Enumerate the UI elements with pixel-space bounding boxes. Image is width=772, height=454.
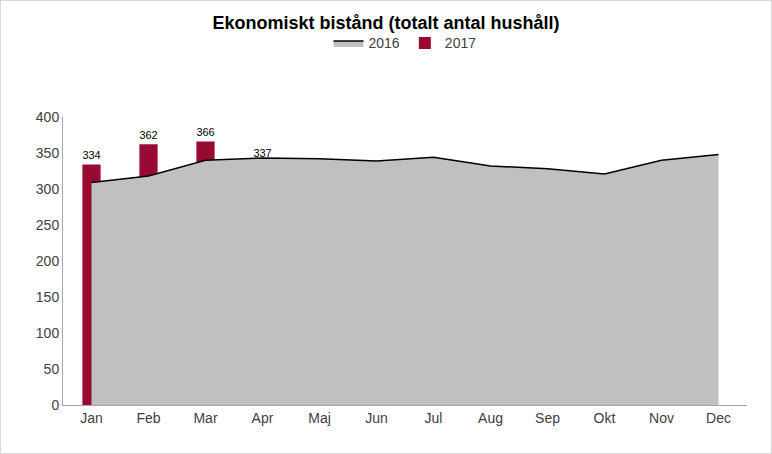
svg-text:Okt: Okt	[594, 410, 616, 426]
svg-text:Jan: Jan	[80, 410, 103, 426]
svg-text:Dec: Dec	[706, 410, 731, 426]
svg-text:Nov: Nov	[649, 410, 674, 426]
svg-text:362: 362	[139, 129, 157, 141]
svg-text:Feb: Feb	[136, 410, 160, 426]
svg-text:Ekonomiskt bistånd (totalt ant: Ekonomiskt bistånd (totalt antal hushåll…	[212, 13, 559, 33]
svg-text:Jun: Jun	[365, 410, 388, 426]
svg-text:366: 366	[196, 126, 214, 138]
svg-text:0: 0	[51, 397, 59, 413]
svg-text:Aug: Aug	[478, 410, 503, 426]
svg-text:50: 50	[44, 361, 60, 377]
svg-text:334: 334	[82, 149, 100, 161]
svg-text:100: 100	[36, 325, 60, 341]
svg-text:200: 200	[36, 253, 60, 269]
svg-text:337: 337	[253, 147, 271, 159]
svg-text:Mar: Mar	[193, 410, 217, 426]
svg-text:300: 300	[36, 181, 60, 197]
svg-text:250: 250	[36, 217, 60, 233]
svg-text:2017: 2017	[445, 35, 476, 51]
svg-text:2016: 2016	[369, 35, 400, 51]
svg-text:350: 350	[36, 145, 60, 161]
svg-text:Sep: Sep	[535, 410, 560, 426]
svg-text:400: 400	[36, 109, 60, 125]
svg-text:Jul: Jul	[425, 410, 443, 426]
svg-text:Apr: Apr	[252, 410, 274, 426]
svg-text:150: 150	[36, 289, 60, 305]
svg-text:Maj: Maj	[308, 410, 331, 426]
